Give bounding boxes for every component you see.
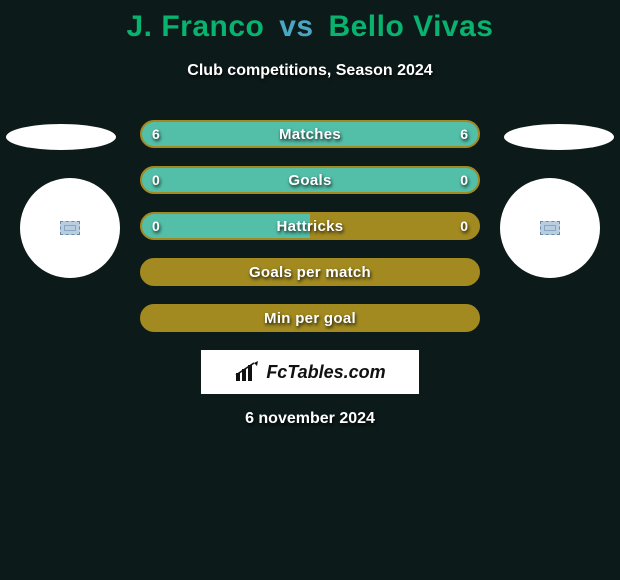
bars-logo-icon [234,361,260,383]
stat-row: 00Goals [140,166,480,194]
stat-label: Matches [142,122,478,146]
stat-row: 66Matches [140,120,480,148]
stat-label: Goals [142,168,478,192]
stat-row: 00Hattricks [140,212,480,240]
player2-badge [500,178,600,278]
image-placeholder-icon [60,221,80,235]
stat-label: Goals per match [142,260,478,284]
stat-row: Min per goal [140,304,480,332]
title-vs: vs [279,10,313,43]
stat-label: Hattricks [142,214,478,238]
subtitle: Club competitions, Season 2024 [0,62,620,80]
stat-label: Min per goal [142,306,478,330]
player2-name: Bello Vivas [328,10,493,43]
image-placeholder-icon [540,221,560,235]
comparison-bars: 66Matches 00Goals 00Hattricks Goals per mat… [140,120,480,332]
brand-box[interactable]: FcTables.com [201,350,419,394]
date-label: 6 november 2024 [0,410,620,428]
player1-name: J. Franco [127,10,265,43]
player1-badge [20,178,120,278]
stat-row: Goals per match [140,258,480,286]
brand-label: FcTables.com [266,362,385,383]
ellipse-left [6,124,116,150]
ellipse-right [504,124,614,150]
page-title: J. Franco vs Bello Vivas [0,0,620,44]
